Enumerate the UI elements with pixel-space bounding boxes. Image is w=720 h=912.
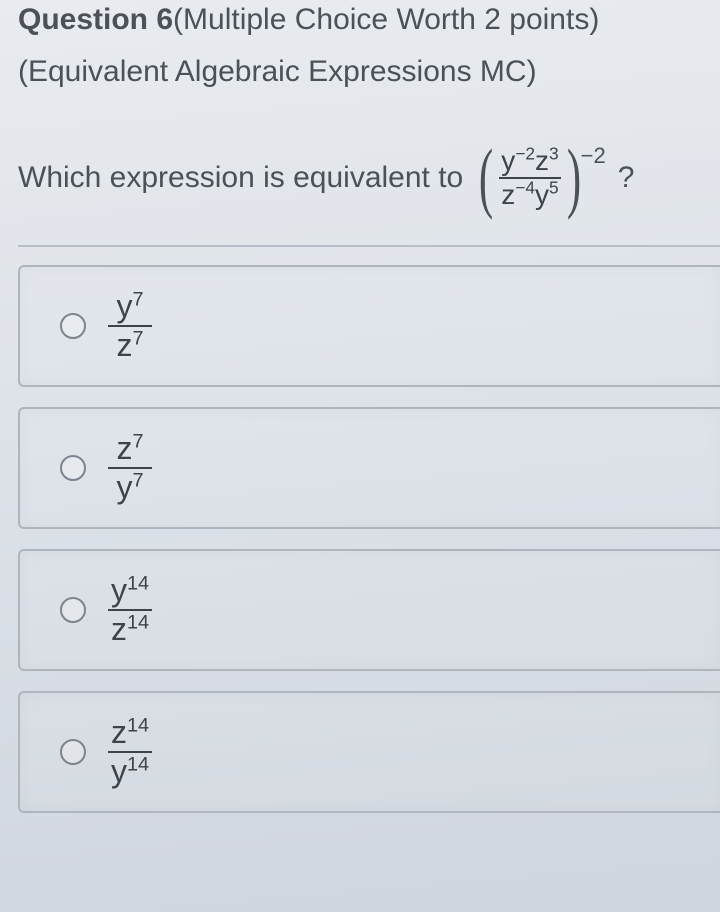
question-header: Question 6(Multiple Choice Worth 2 point… [18, 0, 720, 41]
question-worth: (Multiple Choice Worth 2 points) [173, 3, 599, 36]
radio-icon[interactable] [60, 313, 86, 339]
option-den: y14 [109, 753, 151, 790]
prompt-frac-num: y−2z3 [499, 145, 560, 177]
prompt-expression: ( y−2z3 z−4y5 ) −2 [473, 145, 606, 211]
question-subtitle: (Equivalent Algebraic Expressions MC) [18, 55, 720, 89]
option-expression: z14 y14 [108, 714, 152, 790]
radio-icon[interactable] [60, 739, 86, 765]
option-4[interactable]: z14 y14 [18, 691, 720, 813]
option-num: y14 [109, 572, 151, 609]
option-num: z7 [114, 430, 145, 467]
prompt-lead: Which expression is equivalent to [18, 161, 463, 195]
option-expression: y7 z7 [108, 288, 152, 364]
divider [18, 245, 720, 247]
radio-icon[interactable] [60, 597, 86, 623]
prompt-trail: ? [618, 161, 635, 195]
question-prompt: Which expression is equivalent to ( y−2z… [18, 145, 720, 211]
option-den: z7 [114, 327, 145, 364]
option-3[interactable]: y14 z14 [18, 549, 720, 671]
options-list: y7 z7 z7 y7 y14 z14 z14 y14 [18, 265, 720, 813]
option-2[interactable]: z7 y7 [18, 407, 720, 529]
prompt-frac-den: z−4y5 [499, 179, 560, 211]
option-1[interactable]: y7 z7 [18, 265, 720, 387]
option-num: z14 [109, 714, 151, 751]
right-paren-icon: ) [567, 146, 581, 208]
option-expression: y14 z14 [108, 572, 152, 648]
question-label: Question 6 [18, 3, 173, 36]
left-paren-icon: ( [479, 146, 493, 208]
prompt-fraction: y−2z3 z−4y5 [499, 145, 560, 211]
radio-icon[interactable] [60, 455, 86, 481]
option-den: z14 [109, 611, 151, 648]
outer-exponent: −2 [581, 143, 606, 169]
option-num: y7 [114, 288, 145, 325]
option-expression: z7 y7 [108, 430, 152, 506]
option-den: y7 [114, 469, 145, 506]
